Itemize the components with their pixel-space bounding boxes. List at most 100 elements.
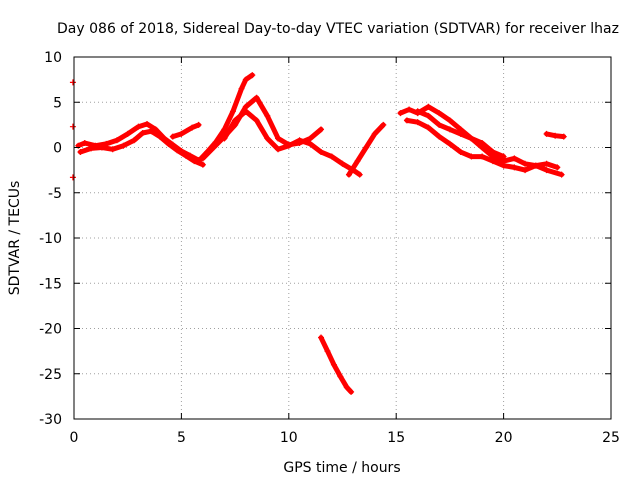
data-point (479, 144, 486, 151)
data-point (543, 167, 550, 174)
data-point (307, 135, 314, 142)
data-point (182, 152, 189, 159)
y-tick-label: 0 (53, 141, 62, 157)
series-track-b (77, 128, 206, 168)
grid (74, 57, 611, 419)
data-point (69, 79, 76, 86)
data-point (195, 158, 202, 165)
data-point (436, 110, 443, 117)
data-point (330, 361, 337, 368)
data-point (178, 130, 185, 137)
data-point (446, 117, 453, 124)
y-tick-label: 10 (44, 50, 62, 66)
data-point (199, 155, 206, 162)
series-line (77, 128, 206, 168)
data-point (522, 160, 529, 167)
data-point (345, 171, 352, 178)
data-point (77, 149, 84, 156)
x-tick-labels: 0 5 10 15 20 25 (70, 430, 620, 446)
data-point (397, 110, 404, 117)
x-tick-label: 25 (602, 430, 620, 446)
data-point (275, 135, 282, 142)
data-point (69, 174, 76, 181)
series-track-d (195, 72, 256, 165)
data-point (436, 121, 443, 128)
x-tick-label: 5 (177, 430, 186, 446)
data-point (81, 139, 88, 146)
data-point (479, 153, 486, 160)
series-track-l (543, 130, 567, 140)
data-point (229, 108, 236, 115)
data-point (554, 164, 561, 171)
data-point (210, 144, 217, 151)
data-point (131, 137, 138, 144)
data-point (242, 108, 249, 115)
ticks (73, 56, 612, 420)
data-point (552, 132, 559, 139)
data-point (199, 161, 206, 168)
data-point (511, 164, 518, 171)
data-point (221, 135, 228, 142)
x-tick-label: 10 (280, 430, 298, 446)
data-point (174, 147, 181, 154)
data-point (457, 149, 464, 156)
x-tick-label: 15 (387, 430, 405, 446)
x-tick-label: 0 (70, 430, 79, 446)
data-point (354, 158, 361, 165)
y-tick-label: -30 (39, 412, 62, 428)
data-point (457, 130, 464, 137)
data-point (348, 388, 355, 395)
data-point (165, 140, 172, 147)
data-point (285, 142, 292, 149)
data-point (189, 124, 196, 131)
data-point (139, 130, 146, 137)
data-point (436, 133, 443, 140)
series-line (221, 108, 363, 178)
y-tick-label: -5 (48, 186, 62, 202)
data-point (500, 158, 507, 165)
data-point (253, 117, 260, 124)
data-point (296, 137, 303, 144)
data-point (543, 130, 550, 137)
data-point (406, 106, 413, 113)
data-point (156, 133, 163, 140)
data-point (221, 126, 228, 133)
data-point (195, 121, 202, 128)
data-point (124, 130, 131, 137)
series-track-f (221, 108, 363, 178)
data-point (88, 145, 95, 152)
y-axis-label: SDTVAR / TECUs (7, 181, 23, 296)
series-line (196, 72, 255, 164)
data-point (532, 162, 539, 169)
data-point (468, 153, 475, 160)
data-point (109, 146, 116, 153)
data-point (169, 133, 176, 140)
series-track-h (345, 121, 387, 178)
series-track-k (414, 108, 565, 178)
data-point (120, 142, 127, 149)
y-tick-label: 5 (53, 95, 62, 111)
data-point (98, 144, 105, 151)
y-tick-label: -15 (39, 276, 62, 292)
data-point (144, 120, 151, 127)
y-tick-label: -25 (39, 367, 62, 383)
data-point (253, 94, 260, 101)
data-point (318, 126, 325, 133)
data-point (328, 153, 335, 160)
data-point (468, 135, 475, 142)
data-point (403, 117, 410, 124)
data-point (318, 334, 325, 341)
data-point (135, 123, 142, 130)
x-tick-label: 20 (495, 430, 513, 446)
data-point (425, 112, 432, 119)
series-layer (69, 72, 567, 395)
data-point (560, 133, 567, 140)
series-track-c (169, 121, 202, 140)
data-point (380, 121, 387, 128)
series-line (170, 122, 202, 140)
data-point (337, 373, 344, 380)
data-point (69, 123, 76, 130)
data-point (113, 137, 120, 144)
series-line (318, 335, 354, 395)
